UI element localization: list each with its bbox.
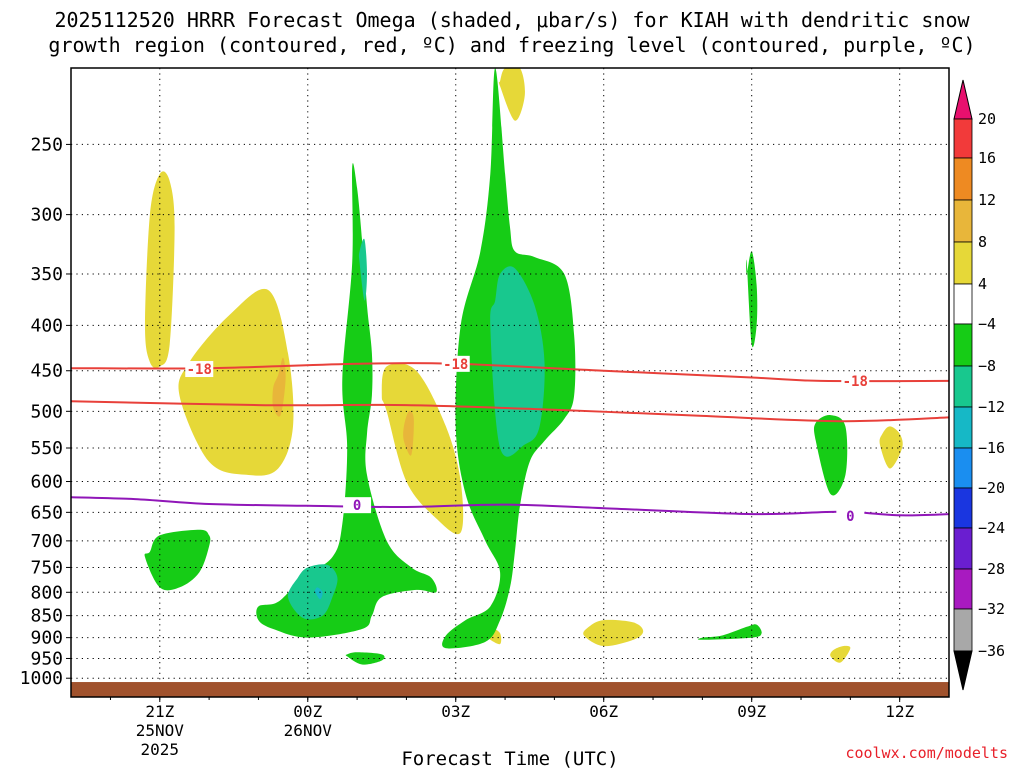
omega-shaded-region-13 (287, 564, 338, 620)
y-tick-label: 550 (30, 438, 63, 459)
colorbar-swatch (953, 283, 973, 325)
colorbar-label: 4 (978, 275, 987, 293)
colorbar-bottom-arrow (953, 650, 973, 691)
colorbar-label: 12 (978, 191, 996, 209)
y-tick-label: 750 (30, 557, 63, 578)
omega-shaded-region-14 (358, 238, 367, 301)
colorbar-label: −32 (978, 600, 1005, 618)
omega-shaded-region-10 (144, 529, 211, 591)
y-tick-label: 650 (30, 502, 63, 523)
colorbar-swatch (953, 608, 973, 652)
y-tick-label: 950 (30, 648, 63, 669)
y-tick-label: 700 (30, 531, 63, 552)
credit-link[interactable]: coolwx.com/modelts (845, 744, 1008, 762)
y-tick-label: 600 (30, 472, 63, 493)
colorbar-swatch (953, 406, 973, 449)
colorbar-swatch (953, 118, 973, 159)
colorbar-label: 8 (978, 233, 987, 251)
chart-title-line1: 2025112520 HRRR Forecast Omega (shaded, … (54, 8, 970, 32)
x-tick-label: 12Z (885, 702, 914, 721)
omega-shaded-region-11 (256, 163, 437, 638)
x-axis-label: Forecast Time (UTC) (401, 748, 618, 768)
omega-shaded-region-15 (314, 587, 323, 600)
dgz-contour-label: -18 (443, 357, 468, 373)
colorbar-label: 20 (978, 110, 996, 128)
y-tick-label: 400 (30, 315, 63, 336)
colorbar-swatch (953, 241, 973, 285)
colorbar-label: −12 (978, 398, 1005, 416)
omega-shaded-region-20 (697, 624, 762, 640)
colorbar-swatch (953, 568, 973, 610)
dgz-contour-label: -18 (843, 374, 868, 390)
colorbar-swatch (953, 157, 973, 201)
omega-shaded-region-6 (879, 426, 903, 469)
chart-title-line2: growth region (contoured, red, ºC) and f… (48, 33, 976, 57)
freezing-level-contour-label: 0 (846, 509, 854, 525)
colorbar-swatch (953, 527, 973, 570)
colorbar-label: −16 (978, 439, 1005, 457)
omega-shaded-region-0 (145, 171, 175, 369)
colorbar-swatch (953, 199, 973, 243)
omega-shaded-region-7 (583, 619, 644, 647)
y-tick-label: 300 (30, 205, 63, 226)
dgz-contour-1 (71, 400, 949, 423)
colorbar-swatch (953, 365, 973, 408)
dgz-contour-label-bg (185, 361, 214, 378)
plot-frame (70, 67, 950, 698)
freezing-level-contour-label: 0 (353, 498, 361, 514)
colorbar-swatch (953, 447, 973, 489)
omega-shaded-region-8 (830, 645, 851, 663)
x-tick-label: 21Z (145, 702, 174, 721)
x-tick-label: 06Z (589, 702, 618, 721)
colorbar-swatch (953, 487, 973, 529)
y-tick-label: 850 (30, 606, 63, 627)
colorbar-top-arrow (953, 79, 973, 120)
omega-shaded-region-3 (381, 363, 464, 535)
y-tick-label: 1000 (20, 668, 63, 689)
x-tick-label: 26NOV (284, 721, 333, 740)
x-tick-label: 2025 (141, 740, 180, 759)
colorbar-label: −20 (978, 479, 1005, 497)
omega-shaded-region-4 (403, 410, 414, 456)
y-tick-label: 500 (30, 401, 63, 422)
colorbar-label: −28 (978, 560, 1005, 578)
colorbar-label: −8 (978, 357, 996, 375)
dgz-contour-label: -18 (187, 362, 212, 378)
x-tick-label: 09Z (737, 702, 766, 721)
dgz-contour-label-bg (441, 355, 470, 372)
surface-ground-band (71, 682, 949, 697)
x-tick-label: 03Z (441, 702, 470, 721)
freezing-level-contour-label-bg (836, 507, 865, 524)
omega-shaded-region-19 (814, 415, 848, 496)
y-tick-label: 900 (30, 628, 63, 649)
omega-shaded-region-12 (345, 652, 385, 665)
y-tick-label: 800 (30, 582, 63, 603)
omega-shaded-region-18 (746, 251, 758, 348)
y-tick-label: 450 (30, 361, 63, 382)
colorbar-label: −36 (978, 642, 1005, 660)
dgz-contour-label-bg (841, 372, 870, 389)
colorbar-label: 16 (978, 149, 996, 167)
colorbar-label: −24 (978, 519, 1005, 537)
freezing-level-contour-label-bg (343, 497, 372, 514)
colorbar-label: −4 (978, 315, 996, 333)
dgz-contour-0 (71, 362, 949, 383)
omega-shaded-region-5 (498, 68, 525, 121)
omega-shaded-region-1 (178, 288, 294, 476)
omega-shaded-region-2 (272, 357, 286, 417)
x-tick-label: 00Z (293, 702, 322, 721)
colorbar-swatch (953, 323, 973, 367)
y-tick-label: 250 (30, 134, 63, 155)
y-tick-label: 350 (30, 264, 63, 285)
x-tick-label: 25NOV (136, 721, 185, 740)
